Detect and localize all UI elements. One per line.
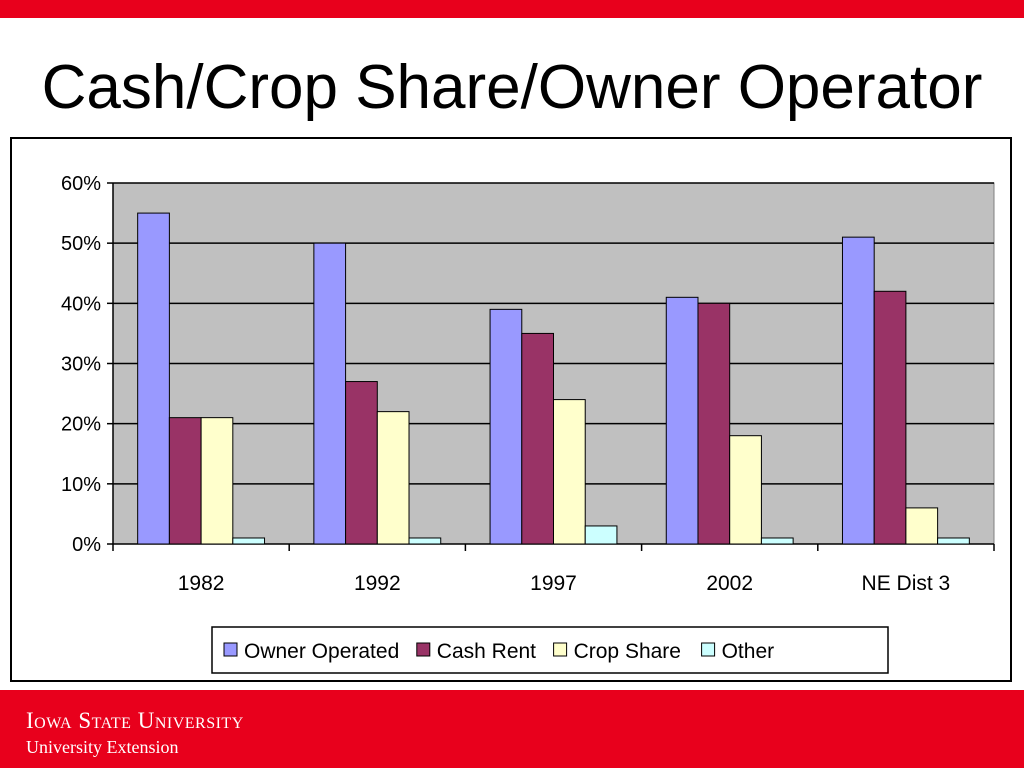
slide-title: Cash/Crop Share/Owner Operator bbox=[41, 53, 983, 122]
y-tick-label: 50% bbox=[61, 233, 101, 255]
legend-swatch bbox=[553, 642, 568, 657]
bar-other bbox=[232, 537, 266, 545]
bar-other bbox=[760, 537, 794, 545]
legend-swatch bbox=[701, 642, 716, 657]
bar-crop-share bbox=[905, 507, 939, 545]
footer-university-name: Iowa State University bbox=[26, 708, 244, 733]
y-tick-label: 0% bbox=[72, 534, 101, 556]
y-tick-label: 10% bbox=[61, 474, 101, 496]
legend-label: Other bbox=[722, 640, 775, 663]
bar-crop-share bbox=[729, 435, 762, 545]
bar-owner-operated bbox=[841, 236, 875, 545]
bar-chart: 0% 10% 20% 30% 40% 50% 60% 1982 1992 1997 2002 NE D… bbox=[61, 173, 995, 674]
bar-owner-operated bbox=[313, 242, 347, 545]
y-tick-label: 20% bbox=[61, 414, 101, 436]
bar-other bbox=[937, 537, 970, 545]
footer-bar bbox=[0, 690, 1024, 768]
x-tick-label: 1992 bbox=[354, 572, 401, 595]
y-tick-label: 30% bbox=[61, 354, 101, 376]
footer-extension-name: University Extension bbox=[26, 737, 179, 757]
bar-cash-rent bbox=[873, 290, 907, 545]
legend-swatch bbox=[223, 642, 238, 657]
x-tick-label: 1997 bbox=[530, 572, 577, 595]
legend-label: Crop Share bbox=[574, 640, 681, 663]
bar-owner-operated bbox=[665, 296, 699, 545]
bar-other bbox=[584, 525, 618, 545]
legend-swatch bbox=[416, 642, 431, 657]
y-tick-label: 40% bbox=[61, 293, 101, 315]
top-red-bar bbox=[0, 0, 1024, 18]
bar-cash-rent bbox=[345, 381, 378, 545]
bar-owner-operated bbox=[137, 212, 170, 545]
legend-label: Cash Rent bbox=[437, 640, 536, 663]
x-tick-label: NE Dist 3 bbox=[862, 572, 951, 595]
bar-crop-share bbox=[200, 417, 234, 545]
bar-other bbox=[408, 537, 442, 545]
bar-cash-rent bbox=[168, 417, 202, 545]
legend-label: Owner Operated bbox=[244, 640, 399, 663]
x-tick-label: 2002 bbox=[706, 572, 753, 595]
bar-cash-rent bbox=[697, 302, 731, 545]
bar-crop-share bbox=[553, 399, 586, 545]
legend-box bbox=[211, 626, 889, 674]
bar-cash-rent bbox=[521, 332, 554, 545]
bar-crop-share bbox=[376, 411, 410, 545]
bar-owner-operated bbox=[489, 308, 523, 545]
x-tick-label: 1982 bbox=[178, 572, 225, 595]
chart-frame: 0% 10% 20% 30% 40% 50% 60% 1982 1992 1997 2002 NE D… bbox=[10, 137, 1012, 682]
y-tick-label: 60% bbox=[61, 173, 101, 195]
